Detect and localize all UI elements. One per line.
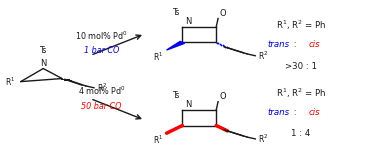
Text: Ts: Ts xyxy=(39,46,47,55)
Text: cis: cis xyxy=(309,108,321,117)
Text: O: O xyxy=(220,9,227,18)
Text: :: : xyxy=(291,108,300,117)
Text: R$^1$: R$^1$ xyxy=(153,134,164,146)
Text: R$^2$: R$^2$ xyxy=(97,82,107,94)
Text: N: N xyxy=(40,59,46,68)
Text: R$^2$: R$^2$ xyxy=(258,50,268,62)
Polygon shape xyxy=(167,41,185,50)
Text: 1 : 4: 1 : 4 xyxy=(291,129,311,138)
Text: 10 mol% Pd$^0$: 10 mol% Pd$^0$ xyxy=(75,29,128,42)
Text: R$^1$, R$^2$ = Ph: R$^1$, R$^2$ = Ph xyxy=(276,86,326,100)
Text: Ts: Ts xyxy=(173,91,180,100)
Text: N: N xyxy=(185,17,192,26)
Text: Ts: Ts xyxy=(173,8,180,17)
Text: N: N xyxy=(185,100,192,109)
Text: :: : xyxy=(291,40,300,49)
Text: cis: cis xyxy=(309,40,321,49)
Text: 1 bar CO: 1 bar CO xyxy=(84,47,119,55)
Text: 4 mol% Pd$^0$: 4 mol% Pd$^0$ xyxy=(77,85,126,97)
Text: trans: trans xyxy=(267,108,290,117)
Text: R$^1$: R$^1$ xyxy=(153,51,164,63)
Text: 50 bar CO: 50 bar CO xyxy=(81,102,122,111)
Text: trans: trans xyxy=(267,40,290,49)
Text: O: O xyxy=(220,92,227,101)
Text: R$^1$: R$^1$ xyxy=(5,75,15,88)
Text: R$^1$, R$^2$ = Ph: R$^1$, R$^2$ = Ph xyxy=(276,18,326,32)
Text: R$^2$: R$^2$ xyxy=(258,133,268,145)
Text: >30 : 1: >30 : 1 xyxy=(285,62,317,71)
